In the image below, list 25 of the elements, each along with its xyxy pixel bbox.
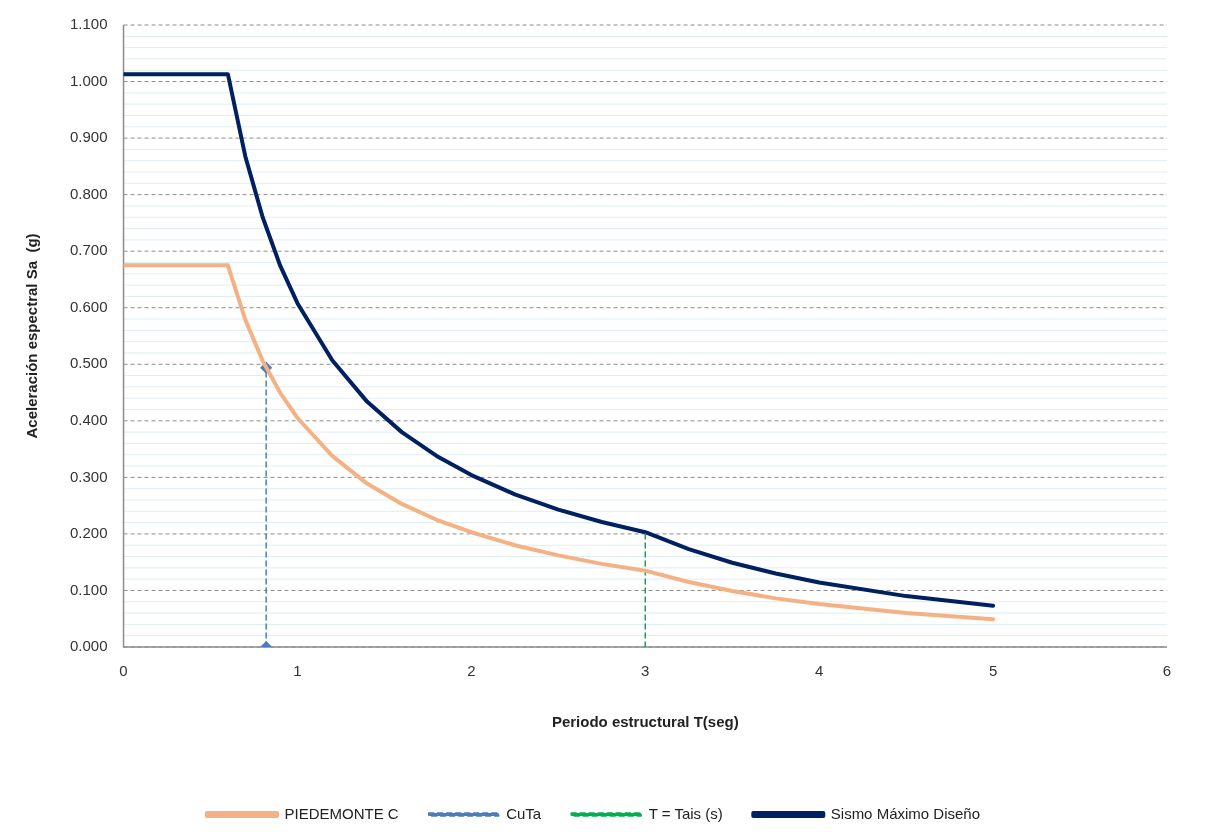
x-tick-label: 1	[293, 662, 302, 680]
legend-label: T = Tais (s)	[648, 804, 723, 822]
x-tick-label: 6	[1162, 662, 1172, 680]
x-tick-label: 4	[815, 662, 824, 680]
x-axis-title: Periodo estructural T(seg)	[551, 713, 739, 731]
x-tick-label: 5	[988, 662, 998, 680]
y-tick-label: 0.400	[69, 410, 108, 428]
y-tick-label: 0.200	[69, 524, 108, 542]
y-tick-label: 1.100	[69, 15, 108, 33]
x-tick-label: 0	[119, 662, 128, 680]
y-tick-label: 0.800	[69, 184, 108, 202]
y-tick-label: 0.700	[69, 241, 108, 259]
y-tick-label: 0.100	[69, 580, 108, 598]
x-tick-label: 2	[467, 662, 476, 680]
y-tick-label: 1.000	[69, 71, 108, 89]
y-tick-label: 0.600	[69, 297, 108, 315]
legend-label: Sismo Máximo Diseño	[830, 804, 981, 822]
y-axis-title: Aceleración espectral Sa (g)	[23, 233, 41, 439]
legend-label: PIEDEMONTE C	[284, 804, 399, 822]
y-tick-label: 0.000	[69, 637, 108, 655]
y-tick-label: 0.300	[69, 467, 108, 485]
legend-label: CuTa	[506, 804, 542, 822]
x-tick-label: 3	[641, 662, 650, 680]
y-tick-label: 0.500	[69, 354, 108, 372]
y-tick-label: 0.900	[69, 128, 108, 146]
